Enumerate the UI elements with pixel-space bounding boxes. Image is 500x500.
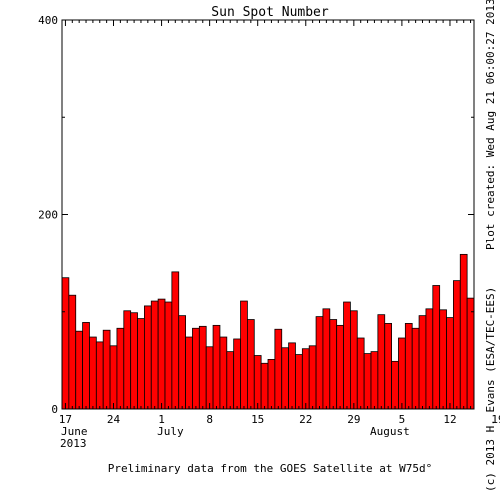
bar-0 xyxy=(61,277,70,410)
bar-51 xyxy=(411,327,420,410)
bar-2 xyxy=(75,330,83,410)
x-tick-label-3: 8 xyxy=(206,413,213,426)
bars-group xyxy=(61,253,475,410)
footer-note: Preliminary data from the GOES Satellite… xyxy=(108,462,433,475)
bar-33 xyxy=(288,342,296,410)
bar-1 xyxy=(68,294,77,410)
labels-group: 0 200 400 17 24 1 8 15 22 29 5 12 19 June July August 20… xyxy=(38,14,500,450)
plot-created-label: Plot created: Wed Aug 21 06:00:27 2013 xyxy=(484,0,497,250)
bar-54 xyxy=(432,285,441,410)
bar-40 xyxy=(336,324,344,410)
bar-59 xyxy=(466,297,475,410)
x-tick-label-5: 22 xyxy=(299,413,312,426)
bar-45 xyxy=(370,351,379,410)
bar-13 xyxy=(150,300,159,410)
bar-46 xyxy=(377,314,386,410)
x-tick-label-1: 24 xyxy=(107,413,121,426)
bar-28 xyxy=(253,355,262,410)
bar-10 xyxy=(130,312,138,410)
bar-47 xyxy=(384,323,393,410)
bar-4 xyxy=(89,336,97,410)
bar-50 xyxy=(404,323,413,410)
bar-17 xyxy=(178,315,187,410)
bar-37 xyxy=(315,316,324,410)
bar-36 xyxy=(308,345,317,410)
bar-5 xyxy=(95,341,104,410)
bar-42 xyxy=(349,310,358,410)
bar-11 xyxy=(137,318,145,410)
bar-29 xyxy=(260,362,269,410)
ticks-group xyxy=(62,19,474,410)
month-label-0: June xyxy=(61,425,88,438)
bar-25 xyxy=(233,338,241,410)
bar-7 xyxy=(109,345,118,410)
bar-20 xyxy=(198,325,207,410)
bar-52 xyxy=(418,315,427,410)
bar-43 xyxy=(356,337,365,410)
bar-19 xyxy=(192,327,200,410)
y-tick-label-0: 0 xyxy=(51,403,58,416)
bar-58 xyxy=(459,253,468,410)
x-tick-label-0: 17 xyxy=(59,413,72,426)
y-tick-label-1: 200 xyxy=(38,209,58,222)
bar-14 xyxy=(157,298,166,410)
month-label-1: July xyxy=(157,425,184,438)
y-tick-label-2: 400 xyxy=(38,14,58,27)
bar-34 xyxy=(295,354,303,410)
bar-15 xyxy=(164,301,173,410)
bar-53 xyxy=(425,308,434,410)
x-tick-label-6: 29 xyxy=(347,413,360,426)
bar-16 xyxy=(171,271,180,410)
bar-39 xyxy=(329,319,338,410)
bar-12 xyxy=(143,305,152,410)
bar-31 xyxy=(274,328,283,410)
bar-56 xyxy=(446,317,454,410)
x-tick-label-9: 19 xyxy=(491,413,500,426)
bar-9 xyxy=(123,310,132,410)
bar-44 xyxy=(363,353,372,410)
bar-41 xyxy=(343,301,351,410)
bar-49 xyxy=(398,337,406,410)
bar-30 xyxy=(267,359,276,410)
bar-18 xyxy=(185,336,193,410)
bar-35 xyxy=(301,348,310,410)
bar-8 xyxy=(116,327,125,410)
bar-26 xyxy=(240,300,248,410)
x-tick-label-2: 1 xyxy=(158,413,165,426)
bar-38 xyxy=(322,308,331,410)
bar-48 xyxy=(391,360,399,410)
bar-24 xyxy=(226,351,235,410)
month-label-2: August xyxy=(370,425,410,438)
bar-27 xyxy=(246,319,255,410)
bar-32 xyxy=(281,347,290,410)
bar-21 xyxy=(205,346,214,410)
bar-23 xyxy=(219,336,228,410)
bar-3 xyxy=(82,322,90,410)
bar-57 xyxy=(452,280,461,410)
bar-6 xyxy=(102,329,111,410)
chart-title: Sun Spot Number xyxy=(211,5,329,20)
copyright-label: (c) 2013 H. Evans (ESA/TEC-EES) xyxy=(484,286,497,492)
x-tick-label-8: 12 xyxy=(443,413,456,426)
bar-22 xyxy=(212,324,221,410)
year-label: 2013 xyxy=(60,437,87,450)
bar-55 xyxy=(439,309,447,410)
x-tick-label-4: 15 xyxy=(251,413,264,426)
x-tick-label-7: 5 xyxy=(399,413,406,426)
